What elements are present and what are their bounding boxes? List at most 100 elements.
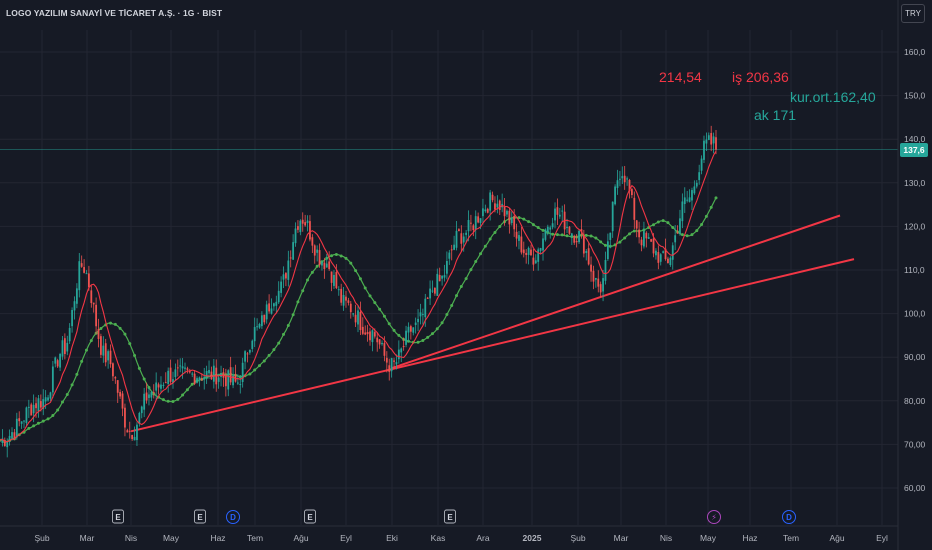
candle-body (458, 229, 460, 232)
candle-body (532, 257, 535, 265)
grid-lines (0, 30, 898, 527)
candle-body (388, 365, 391, 372)
candle-body (520, 236, 523, 253)
candle-body (378, 339, 381, 345)
candle-body (645, 232, 648, 239)
x-tick-label: Mar (614, 533, 629, 543)
candle-body (542, 238, 544, 251)
slow-ma-dot (594, 236, 598, 240)
candle-body (698, 172, 701, 181)
candle-body (306, 220, 309, 224)
currency-button[interactable]: TRY (901, 4, 925, 23)
candle-body (700, 158, 703, 171)
candle-body (633, 197, 636, 220)
candle-body (414, 322, 417, 325)
candle-body (597, 278, 600, 287)
slow-ma-dot (123, 332, 127, 336)
slow-ma-dot (493, 230, 497, 234)
slow-ma-dot (133, 354, 137, 358)
candle-body (68, 327, 71, 342)
slow-ma-dot (445, 313, 449, 317)
slow-ma-dot (334, 253, 338, 257)
candle-body (474, 216, 477, 230)
candles (1, 125, 717, 458)
candle-body (335, 272, 338, 289)
candle-body (150, 392, 153, 398)
candle-body (347, 300, 350, 303)
slow-ma-dot (330, 254, 334, 258)
candle-body (229, 367, 232, 383)
annotation-kur-ort: kur.ort.162,40 (790, 89, 876, 105)
candle-body (265, 304, 268, 320)
annotation-is: iş 206,36 (732, 69, 789, 85)
earnings-marker[interactable] (444, 509, 456, 524)
slow-ma-dot (75, 372, 79, 376)
slow-ma-dot (455, 294, 459, 298)
candle-body (121, 393, 124, 409)
candle-body (513, 216, 516, 230)
trendline[interactable] (391, 214, 841, 370)
y-tick-label: 100,0 (904, 309, 926, 319)
slow-ma-dot (248, 372, 252, 376)
candle-body (277, 290, 280, 303)
candle-body (664, 248, 667, 260)
candle-body (674, 235, 677, 243)
candle-body (703, 140, 705, 160)
candle-body (494, 203, 496, 210)
candle-body (87, 273, 90, 288)
candle-body (152, 392, 155, 394)
candle-body (657, 252, 660, 263)
slow-ma-dot (176, 397, 180, 401)
candle-body (71, 310, 73, 327)
slow-ma-dot (70, 383, 74, 387)
candle-body (164, 382, 167, 384)
price-axis[interactable]: 160,0 150,0 140,0 130,0 120,0 110,0 100,0 90,00… (897, 0, 926, 550)
slow-ma-dot (253, 368, 257, 372)
dividend-marker[interactable] (782, 510, 796, 524)
split-marker[interactable] (707, 510, 721, 524)
candle-body (602, 278, 604, 292)
slow-ma-dot (185, 388, 189, 392)
slow-ma-dot (27, 426, 31, 430)
candle-body (614, 186, 616, 205)
fast-moving-average (0, 150, 717, 443)
earnings-marker[interactable] (194, 509, 206, 524)
earnings-marker[interactable] (304, 509, 316, 524)
candle-body (227, 370, 230, 390)
candle-body (486, 208, 489, 213)
candle-body (489, 192, 492, 211)
candle-body (155, 382, 158, 391)
slow-ma-dot (113, 322, 117, 326)
earnings-marker[interactable] (112, 509, 124, 524)
slow-ma-dot (109, 321, 113, 325)
slow-ma-dot (680, 233, 684, 237)
candle-body (470, 222, 472, 224)
trendlines (130, 214, 855, 433)
candle-body (100, 336, 102, 355)
candle-body (580, 229, 583, 232)
y-tick-label: 90,00 (904, 352, 926, 362)
candle-body (421, 313, 424, 315)
candle-body (200, 378, 203, 381)
x-tick-label: May (163, 533, 180, 543)
trendline[interactable] (130, 258, 855, 433)
candle-body (224, 376, 227, 387)
time-axis[interactable]: Şub Mar Nis May Haz Tem Ağu Eyl Eki Kas Ara 2025 Şub… (34, 533, 888, 543)
dividend-marker[interactable] (226, 510, 240, 524)
slow-ma-dot (671, 225, 675, 229)
candle-body (304, 222, 307, 226)
slow-ma-dot (301, 289, 305, 293)
candle-body (109, 350, 112, 365)
candle-body (683, 197, 686, 205)
y-tick-label: 70,00 (904, 439, 926, 449)
slow-ma-dot (277, 341, 281, 345)
candle-body (193, 373, 196, 384)
candle-body (140, 406, 143, 414)
slow-ma-dot (488, 237, 492, 241)
candle-body (6, 441, 9, 448)
x-tick-label: Şub (570, 533, 585, 543)
candle-body (23, 420, 25, 422)
candle-body (241, 362, 244, 383)
candle-body (232, 375, 234, 386)
